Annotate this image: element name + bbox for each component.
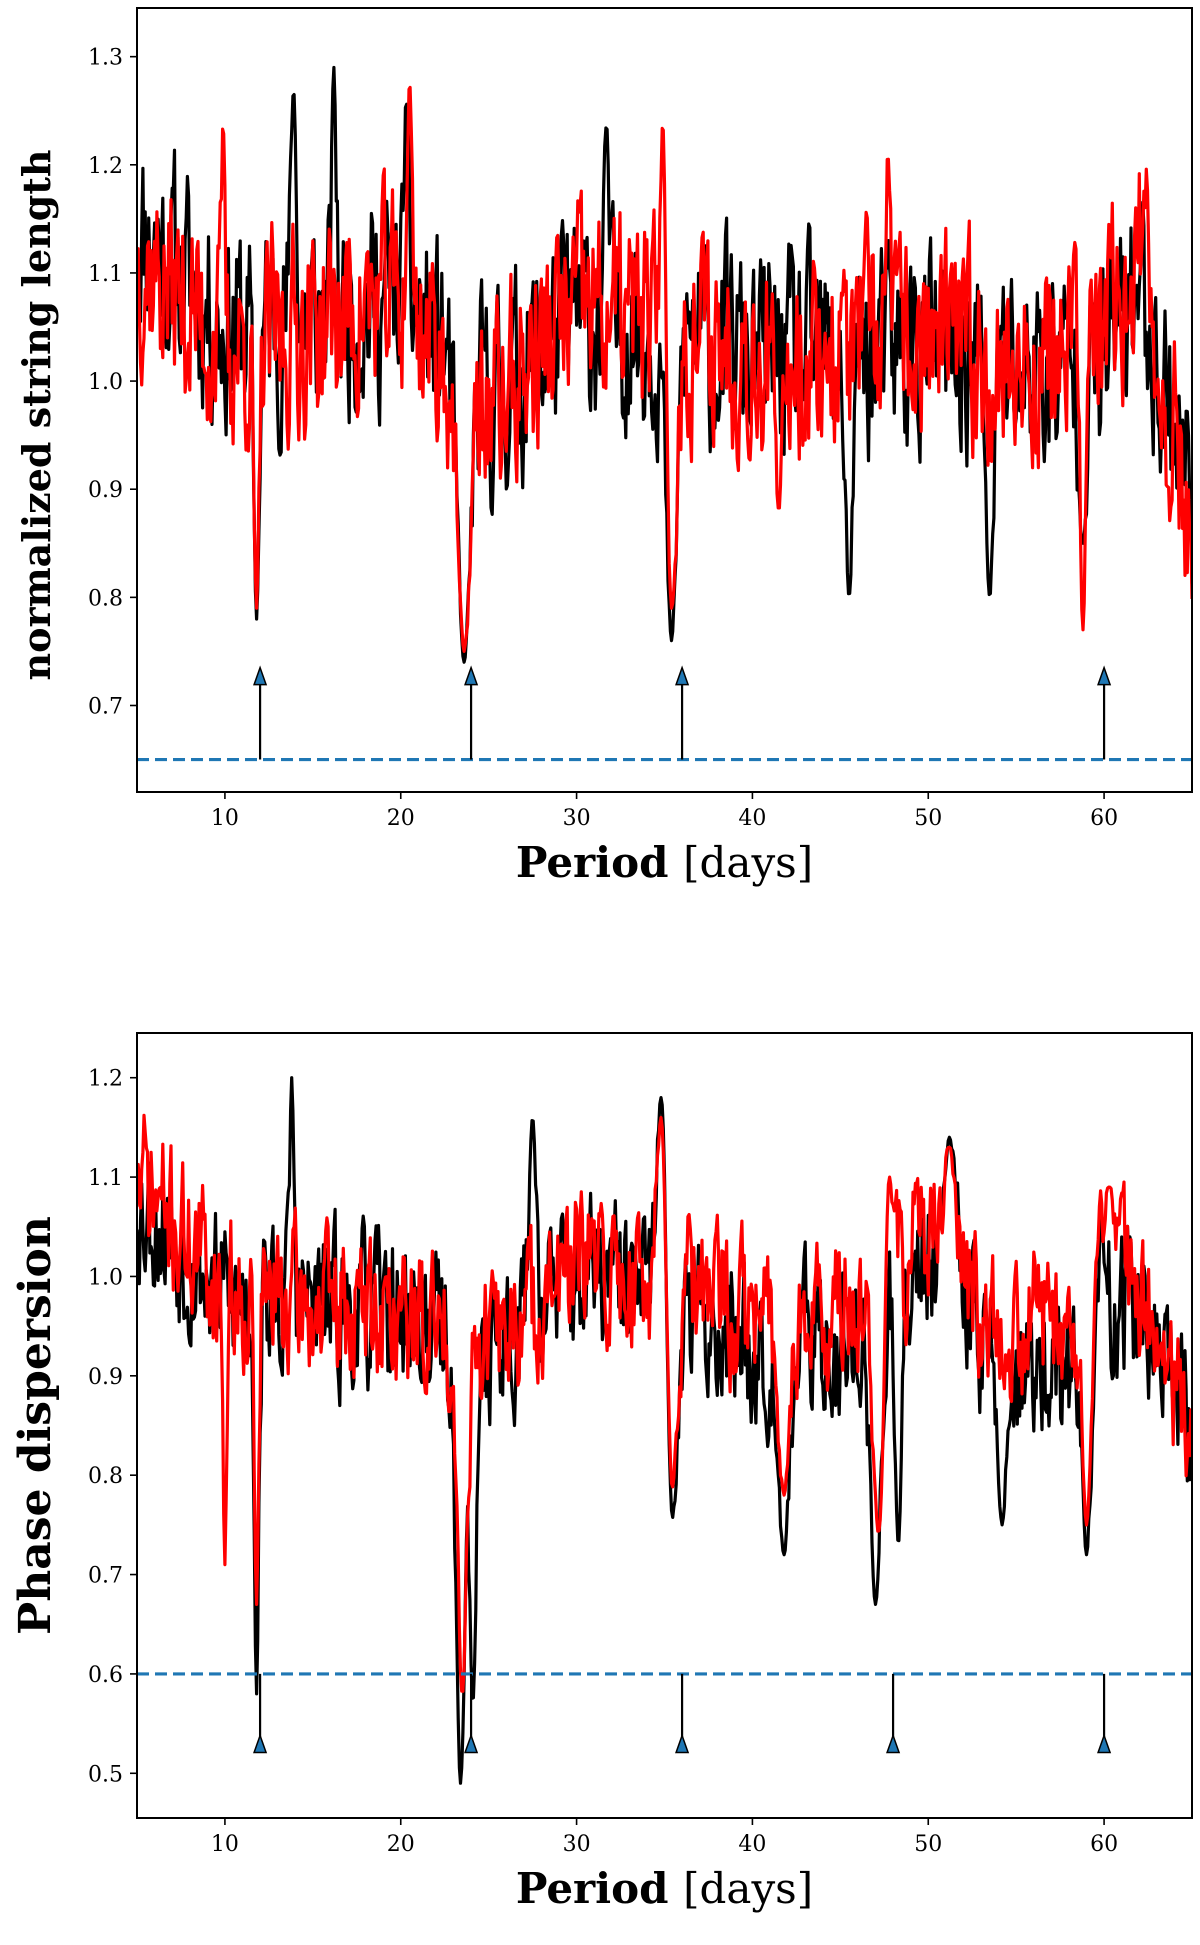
harmonic-arrow <box>464 665 479 760</box>
y-tick-label: 1.0 <box>88 370 123 395</box>
y-tick-label: 1.2 <box>88 1067 123 1092</box>
harmonic-arrow <box>253 1673 268 1754</box>
y-tick-label: 0.7 <box>88 694 123 719</box>
y-tick-label: 0.8 <box>88 586 123 611</box>
y-tick-label: 0.5 <box>88 1762 123 1787</box>
series-red-line <box>137 1113 1192 1693</box>
x-tick-label: 10 <box>211 806 239 831</box>
plot-frame <box>136 1032 1193 1819</box>
y-tick-label: 1.1 <box>88 262 123 287</box>
harmonic-arrow <box>464 1673 479 1754</box>
x-tick-label: 20 <box>387 806 415 831</box>
x-tick-label: 60 <box>1090 806 1118 831</box>
y-tick-label: 0.9 <box>88 478 123 503</box>
y-tick-label: 0.8 <box>88 1464 123 1489</box>
x-tick-label: 60 <box>1090 1832 1118 1857</box>
y-tick-label: 1.1 <box>88 1166 123 1191</box>
x-tick-label: 40 <box>738 1832 766 1857</box>
y-axis-label: Phase dispersion <box>10 1216 61 1635</box>
x-tick-label: 30 <box>563 806 591 831</box>
x-tick-label: 50 <box>914 806 942 831</box>
y-tick-label: 0.6 <box>88 1663 123 1688</box>
chart-panel-2: 10 20 30 40 50 60 0.5 0.6 0.7 0.8 0.9 1.0 1.1 1.2 Peri… <box>10 1032 1193 1913</box>
x-tick-label: 10 <box>211 1832 239 1857</box>
y-tick-label: 0.7 <box>88 1564 123 1589</box>
y-tick-label: 1.0 <box>88 1265 123 1290</box>
y-axis-label: normalized string length <box>14 149 59 680</box>
series-red-line <box>137 85 1192 653</box>
harmonic-arrow <box>253 665 268 760</box>
plot-frame <box>136 7 1193 793</box>
y-tick-label: 1.3 <box>88 46 123 71</box>
x-tick-label: 30 <box>563 1832 591 1857</box>
y-tick-label: 1.2 <box>88 154 123 179</box>
harmonic-arrow <box>886 1673 901 1754</box>
harmonic-arrow <box>675 665 690 760</box>
x-tick-label: 50 <box>914 1832 942 1857</box>
x-axis-label: Period [days] <box>516 1864 813 1913</box>
x-tick-label: 20 <box>387 1832 415 1857</box>
x-tick-label: 40 <box>738 806 766 831</box>
x-axis-label: Period [days] <box>516 838 813 887</box>
harmonic-arrow <box>1097 1673 1112 1754</box>
chart-panel-1: 10 20 30 40 50 60 0.7 0.8 0.9 1.0 1.1 1.2 1.3 Period … <box>14 7 1193 887</box>
harmonic-arrow <box>675 1673 690 1754</box>
y-tick-label: 0.9 <box>88 1365 123 1390</box>
harmonic-arrow <box>1097 665 1112 760</box>
